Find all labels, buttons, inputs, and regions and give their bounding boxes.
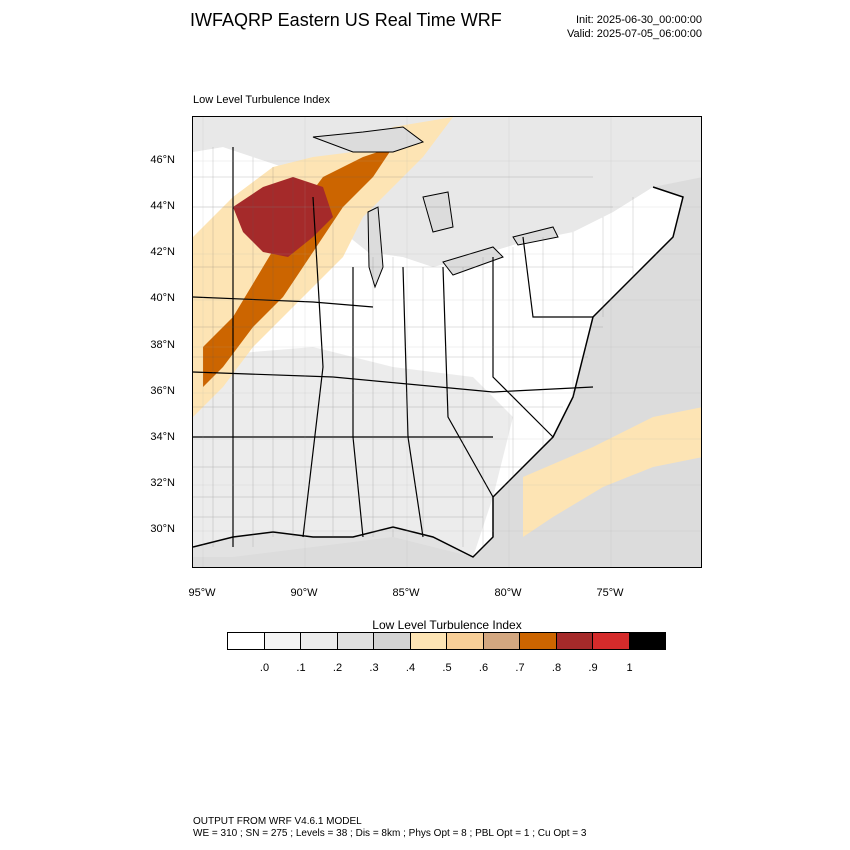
colorbar-swatch <box>592 632 630 650</box>
colorbar-tick-label: .3 <box>369 662 379 674</box>
lake-ontario <box>512 226 559 246</box>
map-svg <box>193 117 701 567</box>
lat-label-42: 42°N <box>150 246 175 258</box>
map-panel <box>192 116 702 568</box>
chart-title: IWFAQRP Eastern US Real Time WRF <box>190 10 502 30</box>
lat-label-46: 46°N <box>150 154 175 166</box>
colorbar-tick-label: .5 <box>442 662 452 674</box>
lat-label-38: 38°N <box>150 339 175 351</box>
colorbar-tick-label: .6 <box>478 662 489 674</box>
footer-config-line: WE = 310 ; SN = 275 ; Levels = 38 ; Dis … <box>193 828 587 839</box>
turbulence-09-region <box>233 177 333 257</box>
colorbar-swatch <box>628 632 666 650</box>
colorbar-swatch <box>227 632 265 650</box>
colorbar-swatch <box>300 632 338 650</box>
colorbar-tick-label: .7 <box>515 662 525 674</box>
colorbar-swatch <box>263 632 301 650</box>
colorbar <box>227 632 666 650</box>
footer-model-line: OUTPUT FROM WRF V4.6.1 MODEL <box>193 816 362 827</box>
lat-label-44: 44°N <box>150 200 175 212</box>
lake-huron <box>422 191 454 233</box>
lat-label-36: 36°N <box>150 385 175 397</box>
lat-label-40: 40°N <box>150 292 175 304</box>
offshore-turbulence-region <box>523 407 701 537</box>
colorbar-swatch <box>555 632 593 650</box>
lat-label-30: 30°N <box>150 523 175 535</box>
lon-label-95: 95°W <box>188 587 216 599</box>
lat-label-32: 32°N <box>150 477 175 489</box>
colorbar-swatch <box>336 632 374 650</box>
valid-time: Valid: 2025-07-05_06:00:00 <box>567 28 702 40</box>
lon-label-90: 90°W <box>290 587 318 599</box>
lon-label-85: 85°W <box>392 587 420 599</box>
map-field-label: Low Level Turbulence Index <box>193 94 330 106</box>
colorbar-swatch <box>373 632 411 650</box>
colorbar-tick-label: .4 <box>405 662 416 674</box>
colorbar-tick-label: .1 <box>296 662 306 674</box>
lat-label-34: 34°N <box>150 431 175 443</box>
colorbar-tick-label: .2 <box>332 662 343 674</box>
colorbar-swatch <box>446 632 484 650</box>
coastline <box>193 186 684 558</box>
colorbar-tick-label: .9 <box>588 662 598 674</box>
colorbar-tick-label: .8 <box>551 662 562 674</box>
colorbar-swatch <box>519 632 557 650</box>
colorbar-swatch <box>409 632 447 650</box>
lake-superior <box>312 126 425 153</box>
init-time: Init: 2025-06-30_00:00:00 <box>576 14 702 26</box>
colorbar-tick-label: 1 <box>626 662 633 674</box>
lon-label-80: 80°W <box>494 587 522 599</box>
lon-label-75: 75°W <box>596 587 624 599</box>
colorbar-tick-label: .0 <box>259 662 270 674</box>
colorbar-title: Low Level Turbulence Index <box>372 618 522 632</box>
graticule <box>193 117 701 567</box>
colorbar-swatch <box>482 632 520 650</box>
